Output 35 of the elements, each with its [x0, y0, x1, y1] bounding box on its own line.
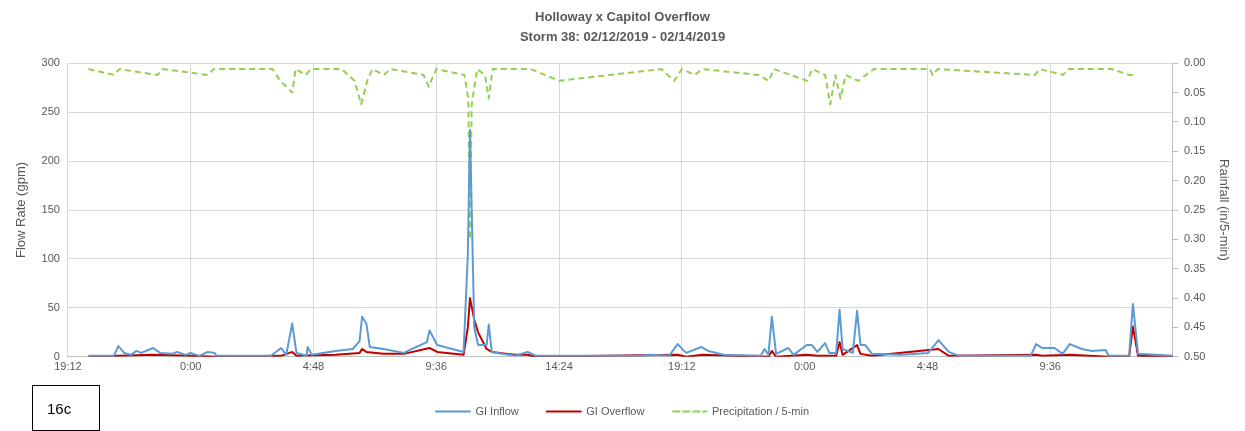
- text: 16c: [32, 385, 100, 431]
- x-tick-label: 4:48: [302, 360, 325, 373]
- legend-label: GI Inflow: [475, 404, 519, 417]
- y2-tick-label: 0.25: [1183, 203, 1206, 216]
- y2-tick-label: 0.30: [1183, 232, 1206, 245]
- y2-tick-label: 0.45: [1183, 320, 1206, 333]
- chart-subtitle: Storm 38: 02/12/2019 - 02/14/2019: [519, 28, 726, 44]
- x-tick-label: 0:00: [793, 360, 816, 373]
- x-tick-label: 9:36: [425, 360, 448, 373]
- y2-tick-label: 0.20: [1183, 173, 1206, 186]
- y2-tick-label: 0.00: [1183, 56, 1206, 69]
- y-tick-label: 150: [41, 203, 60, 216]
- x-tick-label: 0:00: [180, 360, 202, 373]
- y2-tick-label: 0.35: [1183, 261, 1206, 274]
- y2-tick-label: 0.05: [1183, 85, 1206, 98]
- y2-tick-label: 0.15: [1183, 144, 1206, 157]
- x-tick-label: 4:48: [916, 360, 939, 373]
- x-tick-label: 19:12: [668, 360, 696, 373]
- y2-tick-label: 0.40: [1183, 291, 1206, 304]
- y-tick-label: 100: [41, 251, 60, 264]
- y-tick-label: 300: [41, 56, 60, 69]
- y2-tick-label: 0.10: [1183, 114, 1206, 127]
- y2-axis-title: Rainfall (in/5-min): [1216, 159, 1232, 261]
- y-tick-label: 250: [41, 105, 60, 118]
- x-tick-label: 14:24: [545, 360, 573, 373]
- x-tick-label: 9:36: [1039, 360, 1061, 373]
- y2-tick-label: 0.50: [1183, 349, 1206, 362]
- x-tick-label: 19:12: [54, 360, 82, 373]
- legend-label: Precipitation / 5-min: [711, 404, 810, 417]
- y-tick-label: 0: [53, 349, 60, 362]
- legend-label: GI Overflow: [586, 404, 645, 417]
- y-tick-label: 50: [47, 300, 60, 313]
- chart-title: Holloway x Capitol Overflow: [535, 9, 711, 25]
- y-tick-label: 200: [41, 154, 60, 167]
- y-axis-title: Flow Rate (gpm): [13, 161, 29, 259]
